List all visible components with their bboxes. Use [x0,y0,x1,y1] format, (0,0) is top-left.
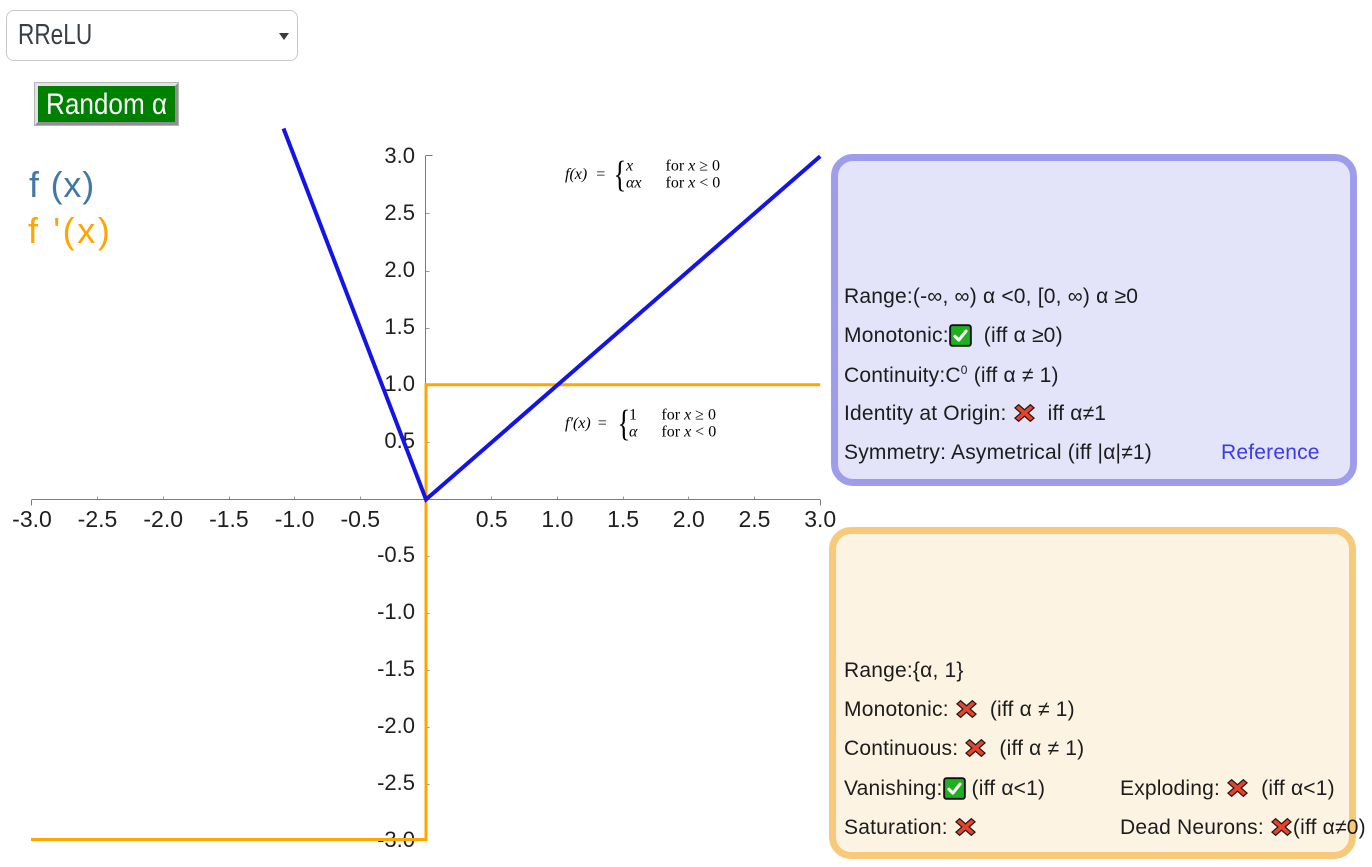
svg-text:1.5: 1.5 [384,314,415,339]
svg-text:3.0: 3.0 [804,506,836,532]
svg-text:1.0: 1.0 [541,506,573,532]
svg-text:-1.5: -1.5 [209,506,249,532]
svg-text:1.0: 1.0 [384,371,415,396]
svg-text:-2.0: -2.0 [143,506,183,532]
svg-text:0.5: 0.5 [476,506,508,532]
svg-text:-1.0: -1.0 [377,599,415,624]
svg-text:-2.5: -2.5 [377,770,415,795]
svg-text:-3.0: -3.0 [12,506,52,532]
svg-text:-2.5: -2.5 [78,506,118,532]
svg-text:2.0: 2.0 [673,506,705,532]
svg-text:-2.0: -2.0 [377,713,415,738]
svg-text:2.5: 2.5 [739,506,771,532]
svg-text:3.0: 3.0 [384,143,415,168]
svg-text:2.0: 2.0 [384,257,415,282]
svg-text:2.5: 2.5 [384,200,415,225]
svg-text:-0.5: -0.5 [377,542,415,567]
svg-text:-0.5: -0.5 [340,506,380,532]
svg-text:-1.5: -1.5 [377,656,415,681]
svg-text:1.5: 1.5 [607,506,639,532]
svg-text:-1.0: -1.0 [275,506,315,532]
